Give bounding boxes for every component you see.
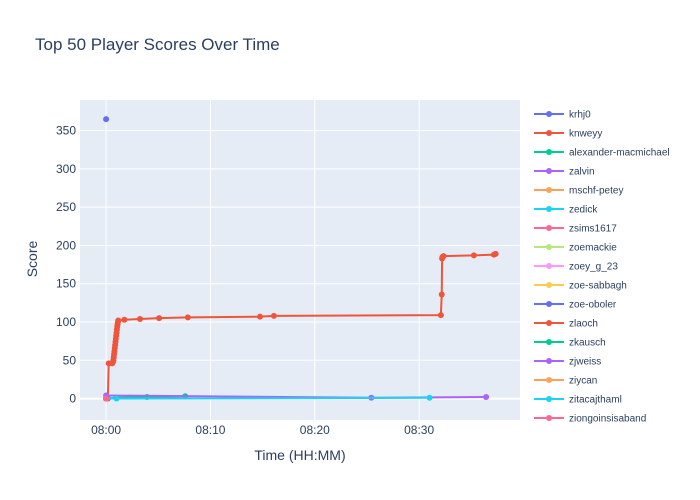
y-tick-label: 250: [56, 200, 76, 214]
x-tick-label: 08:10: [195, 423, 225, 437]
data-point: [470, 252, 477, 259]
plot-area: [80, 100, 520, 420]
legend-swatch-marker: [546, 415, 552, 421]
legend-label: zoe-oboler: [569, 300, 617, 311]
data-point: [492, 250, 499, 257]
data-point: [156, 315, 163, 322]
legend-swatch-marker: [546, 282, 552, 288]
legend-label: zitacajthaml: [569, 395, 622, 406]
data-point: [103, 395, 110, 402]
legend-label: zsims1617: [569, 224, 617, 235]
legend-label: zalvin: [569, 167, 595, 178]
data-point: [270, 312, 277, 319]
legend-item[interactable]: zkausch: [534, 338, 606, 349]
legend-swatch-marker: [546, 358, 552, 364]
legend-item[interactable]: zitacajthaml: [534, 395, 622, 406]
y-tick-label: 50: [63, 353, 77, 367]
data-point: [121, 316, 128, 323]
y-axis-title: Score: [24, 241, 40, 278]
legend-label: zkausch: [569, 338, 606, 349]
legend-label: alexander-macmichael: [569, 148, 670, 159]
legend-swatch-marker: [546, 168, 552, 174]
data-point: [440, 253, 447, 260]
legend-item[interactable]: zedick: [534, 205, 598, 216]
legend-item[interactable]: mschf-petey: [534, 186, 623, 197]
data-point: [103, 116, 110, 123]
legend-item[interactable]: zjweiss: [534, 357, 601, 368]
legend-label: zoey_g_23: [569, 262, 618, 273]
y-tick-label: 150: [56, 277, 76, 291]
legend-swatch-marker: [546, 206, 552, 212]
legend-swatch-marker: [546, 377, 552, 383]
legend-label: mschf-petey: [569, 186, 623, 197]
x-tick-labels: 08:00 08:10 08:20 08:30: [91, 423, 434, 437]
y-tick-label: 100: [56, 315, 76, 329]
series-krhj0: [103, 116, 110, 123]
y-tick-labels: 0 50 100 150 200 250 300 350: [56, 124, 76, 406]
legend-swatch-marker: [546, 301, 552, 307]
x-tick-label: 08:00: [91, 423, 121, 437]
legend-item[interactable]: zoe-sabbagh: [534, 281, 627, 292]
y-tick-label: 300: [56, 162, 76, 176]
y-tick-label: 0: [69, 392, 76, 406]
x-tick-label: 08:30: [404, 423, 434, 437]
data-point: [438, 291, 445, 298]
legend-label: zoe-sabbagh: [569, 281, 627, 292]
legend-item[interactable]: zlaoch: [534, 319, 598, 330]
legend-item[interactable]: zalvin: [534, 167, 595, 178]
legend[interactable]: krhj0 knweyy alexander-macmichael zalvin msc…: [534, 110, 670, 425]
data-point: [483, 394, 490, 401]
legend-label: zjweiss: [569, 357, 601, 368]
legend-label: ziongoinsisaband: [569, 414, 646, 425]
legend-item[interactable]: krhj0: [534, 110, 591, 121]
legend-item[interactable]: zoemackie: [534, 243, 617, 254]
data-point: [184, 314, 191, 321]
legend-swatch-marker: [546, 263, 552, 269]
data-point: [426, 394, 433, 401]
legend-label: zoemackie: [569, 243, 617, 254]
data-point: [115, 317, 122, 324]
series-ziongoinsisaband: [103, 395, 110, 402]
data-point: [257, 313, 263, 320]
legend-label: knweyy: [569, 129, 602, 140]
x-axis-title: Time (HH:MM): [254, 447, 345, 463]
legend-swatch-marker: [546, 244, 552, 250]
legend-label: zlaoch: [569, 319, 598, 330]
legend-item[interactable]: ziycan: [534, 376, 597, 387]
x-tick-label: 08:20: [300, 423, 330, 437]
data-point: [437, 312, 444, 319]
legend-label: krhj0: [569, 110, 591, 121]
chart-title: Top 50 Player Scores Over Time: [35, 35, 280, 54]
legend-swatch-marker: [546, 111, 552, 117]
legend-item[interactable]: knweyy: [534, 129, 602, 140]
series-line: [106, 396, 430, 400]
legend-swatch-marker: [546, 320, 552, 326]
legend-item[interactable]: zoe-oboler: [534, 300, 617, 311]
y-tick-label: 200: [56, 238, 76, 252]
gridlines: [80, 100, 520, 420]
legend-swatch-marker: [546, 187, 552, 193]
y-tick-label: 350: [56, 124, 76, 138]
legend-label: zedick: [569, 205, 598, 216]
legend-label: ziycan: [569, 376, 597, 387]
series-layer: [103, 116, 499, 402]
series-knweyy: [104, 250, 499, 402]
legend-swatch-marker: [546, 396, 552, 402]
data-point: [113, 395, 120, 402]
legend-item[interactable]: alexander-macmichael: [534, 148, 670, 159]
legend-item[interactable]: zsims1617: [534, 224, 617, 235]
legend-item[interactable]: zoey_g_23: [534, 262, 618, 273]
legend-swatch-marker: [546, 149, 552, 155]
legend-swatch-marker: [546, 225, 552, 231]
legend-item[interactable]: ziongoinsisaband: [534, 414, 646, 425]
legend-swatch-marker: [546, 130, 552, 136]
data-point: [137, 315, 143, 322]
legend-swatch-marker: [546, 339, 552, 345]
